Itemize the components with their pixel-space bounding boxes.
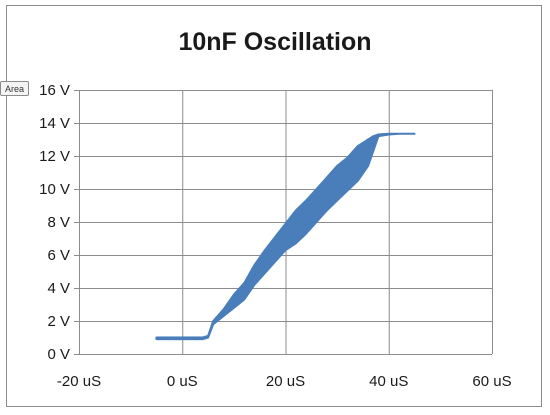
x-axis-tick-labels: -20 uS 0 uS 20 uS 40 uS 60 uS: [57, 373, 512, 390]
x-tick-label-1: 0 uS: [167, 373, 198, 390]
y-tick-label-2: 4 V: [47, 280, 70, 297]
gridlines: [74, 90, 493, 355]
y-tick-label-8: 16 V: [39, 82, 70, 99]
y-tick-label-0: 0 V: [47, 346, 70, 363]
x-tick-label-3: 40 uS: [369, 373, 408, 390]
series-trace-0: [155, 132, 415, 341]
y-tick-label-1: 2 V: [47, 313, 70, 330]
y-axis-tick-labels: 0 V 2 V 4 V 6 V 8 V 10 V 12 V 14 V 16 V: [39, 82, 70, 363]
y-tick-label-5: 10 V: [39, 181, 70, 198]
x-tick-label-0: -20 uS: [57, 373, 101, 390]
chart-frame: [6, 5, 542, 407]
y-tick-label-7: 14 V: [39, 115, 70, 132]
x-tick-label-2: 20 uS: [266, 373, 305, 390]
y-tick-label-3: 6 V: [47, 247, 70, 264]
series-voltage: [155, 132, 416, 341]
y-tick-label-6: 12 V: [39, 148, 70, 165]
chart-title: 10nF Oscillation: [178, 28, 372, 56]
x-tick-label-4: 60 uS: [472, 373, 511, 390]
y-tick-label-4: 8 V: [47, 214, 70, 231]
area-tooltip: Area: [0, 81, 30, 96]
